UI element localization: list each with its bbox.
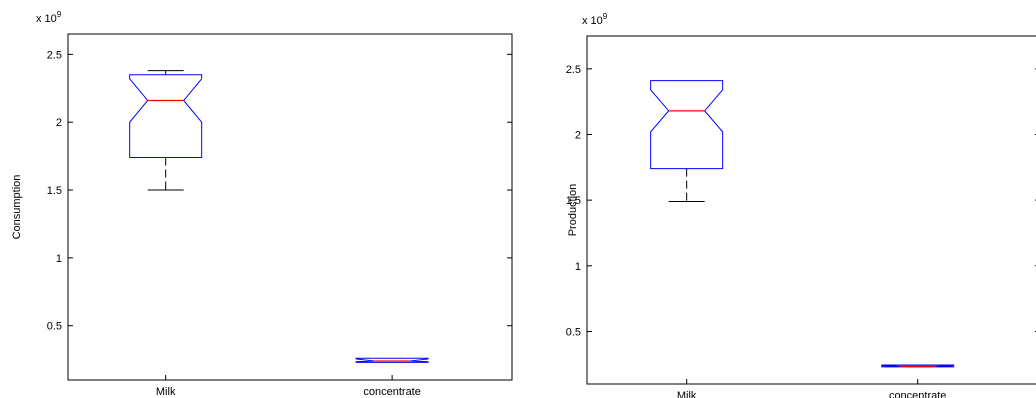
x-tick-label: concentrate — [889, 390, 946, 398]
y-tick-label: 2 — [56, 117, 62, 129]
y-axis-label: Consumption — [11, 175, 23, 240]
box-body — [129, 74, 203, 158]
chart-panel-2: 0.5 1 1.5 2 2.5 x 109 Production Milk concentrat… — [566, 12, 1036, 398]
y-tick-label: 2 — [575, 129, 581, 141]
y-tick-label: 1 — [575, 261, 581, 273]
plot-area-frame — [67, 33, 513, 381]
box-milk — [129, 70, 203, 191]
y-exponent-label: x 109 — [36, 10, 62, 25]
y-tick-label: 0.5 — [566, 326, 581, 338]
y-tick-label: 1.5 — [47, 185, 62, 197]
y-tick-label: 2.5 — [47, 49, 62, 61]
y-tick-label: 1.5 — [566, 195, 581, 207]
chart-panel-1: 0.5 1 1.5 2 2.5 x 109 Consumption Milk concentra… — [11, 10, 513, 398]
box-concentrate — [881, 364, 955, 368]
x-tick-label: Milk — [156, 386, 176, 398]
box-concentrate — [355, 357, 429, 363]
box-body — [355, 357, 429, 363]
x-tick-label: concentrate — [363, 386, 420, 398]
y-tick-label: 1 — [56, 253, 62, 265]
x-tick-label: Milk — [677, 390, 697, 398]
plot-area-frame — [586, 35, 1036, 385]
y-exponent-label: x 109 — [582, 12, 608, 27]
box-milk — [650, 80, 724, 202]
box-body — [650, 80, 724, 170]
y-axis-label: Production — [567, 184, 579, 237]
box-body — [881, 364, 955, 368]
y-tick-label: 0.5 — [47, 321, 62, 333]
y-tick-label: 2.5 — [566, 64, 581, 76]
